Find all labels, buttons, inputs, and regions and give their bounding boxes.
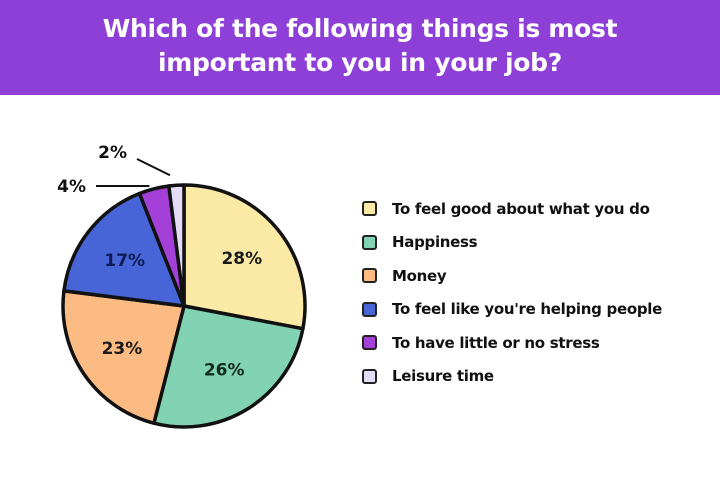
pie-slice: [62, 191, 186, 308]
legend-swatch: [362, 268, 377, 284]
legend-item: Happiness: [362, 226, 662, 260]
legend-label: To feel like you're helping people: [392, 300, 662, 319]
legend-item: To feel like you're helping people: [362, 293, 662, 327]
title-banner: Which of the following things is most im…: [0, 0, 720, 95]
slice-label: 26%: [204, 360, 245, 380]
chart-title: Which of the following things is most im…: [102, 14, 618, 77]
legend-item: Leisure time: [362, 360, 662, 394]
legend-label: Happiness: [392, 233, 478, 252]
pie-slice: [182, 183, 307, 331]
legend: To feel good about what you do Happiness M…: [362, 192, 662, 393]
slice-label: 28%: [221, 249, 262, 269]
pie-slice: [61, 289, 186, 425]
pie-slice: [167, 183, 186, 308]
legend-label: Money: [392, 266, 447, 285]
legend-swatch: [362, 234, 377, 250]
slice-label: 23%: [102, 339, 143, 359]
legend-swatch: [362, 335, 377, 351]
pie-slice: [152, 304, 305, 429]
slice-label: 17%: [104, 251, 145, 271]
legend-swatch: [362, 368, 377, 384]
legend-item: To feel good about what you do: [362, 192, 662, 226]
legend-swatch: [362, 301, 377, 317]
legend-label: To have little or no stress: [392, 333, 600, 352]
legend-label: To feel good about what you do: [392, 199, 650, 218]
legend-label: Leisure time: [392, 367, 494, 386]
leader-line: [136, 158, 171, 177]
legend-item: To have little or no stress: [362, 326, 662, 360]
slice-label: 4%: [57, 177, 86, 197]
legend-swatch: [362, 201, 377, 217]
legend-item: Money: [362, 259, 662, 293]
slice-label: 2%: [98, 143, 127, 163]
